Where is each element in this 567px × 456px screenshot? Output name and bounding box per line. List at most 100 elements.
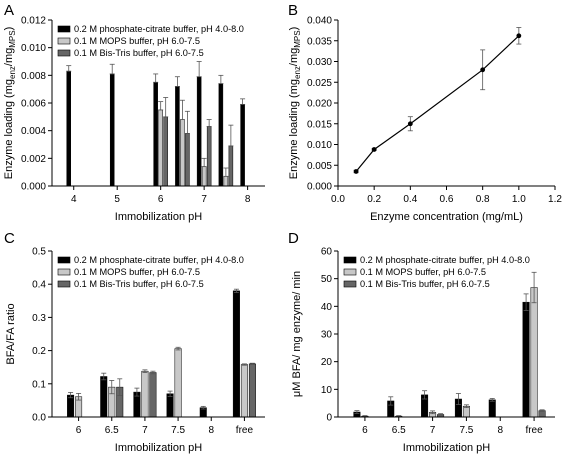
legend-label: 0.1 M Bis-Tris buffer, pH 6.0-7.5	[74, 48, 204, 58]
x-tick-label: 0.8	[476, 194, 490, 205]
legend-swatch	[57, 280, 71, 288]
bar	[166, 393, 174, 418]
x-tick-label: 8	[497, 425, 503, 436]
bar	[488, 399, 496, 418]
y-tick-label: 10	[321, 385, 333, 396]
y-axis-label: μM BFA/ mg enzyme/ min	[291, 271, 303, 397]
bar	[201, 166, 207, 187]
y-axis-label-part: Enzyme loading (mg	[288, 79, 300, 179]
y-tick-label: 0.010	[307, 140, 332, 151]
legend-label: 0.1 M MOPS buffer, pH 6.0-7.5	[74, 36, 200, 46]
x-tick-label: 0.2	[367, 194, 381, 205]
y-tick-label: 0.5	[32, 247, 46, 258]
x-tick-label: 5	[114, 194, 120, 205]
legend-label: 0.2 M phosphate-citrate buffer, pH 4.0-8…	[74, 24, 244, 34]
legend-swatch	[343, 268, 357, 276]
y-axis-label-part: )	[288, 27, 300, 31]
x-tick-label: 8	[208, 425, 214, 436]
legend-label: 0.2 M phosphate-citrate buffer, pH 4.0-8…	[74, 255, 244, 265]
panel-label-a: A	[4, 2, 14, 19]
y-axis-label-part: /mg	[3, 48, 15, 66]
x-axis-label: Immobilization pH	[403, 442, 490, 454]
x-tick-label: 1.2	[548, 194, 562, 205]
y-tick-label: 0.035	[307, 36, 332, 47]
x-tick-label: 7	[201, 194, 207, 205]
y-tick-label: 0.4	[32, 280, 46, 291]
y-tick-label: 0.2	[32, 346, 46, 357]
y-tick-label: 60	[321, 247, 333, 258]
y-axis-label-part: enz	[8, 66, 17, 79]
x-axis-label: Immobilization pH	[115, 442, 202, 454]
bar	[218, 83, 224, 187]
bar	[240, 364, 248, 418]
bar	[163, 116, 168, 187]
y-tick-label: 0	[326, 413, 332, 424]
bar	[232, 290, 240, 418]
y-tick-label: 0.040	[307, 16, 332, 27]
y-tick-label: 0.030	[307, 57, 332, 68]
y-tick-label: 0.025	[307, 78, 332, 89]
bar	[223, 176, 229, 187]
bar	[141, 370, 149, 418]
y-tick-label: 20	[321, 357, 333, 368]
bar	[530, 287, 538, 418]
chart-panel-a: 0.000 0.002 0.004 0.006 0.008 0.010 0.012 4 5 6 7 8…	[3, 16, 265, 223]
legend-swatch	[57, 268, 71, 276]
y-tick-label: 0.012	[21, 16, 46, 27]
legend-label: 0.1 M MOPS buffer, pH 6.0-7.5	[74, 267, 200, 277]
x-tick-label: 1.0	[512, 194, 526, 205]
y-tick-label: 0.0	[32, 413, 46, 424]
x-tick-label: free	[236, 425, 254, 436]
x-axis-label: Immobilization pH	[115, 211, 202, 223]
bar	[196, 76, 202, 187]
chart-panel-d: 0 10 20 30 40 50 60 6 6.5 7 7.5 8 free Immobilization…	[291, 247, 555, 454]
y-axis-label: BFA/FA ratio	[5, 303, 17, 364]
x-tick-label: 6.5	[392, 425, 406, 436]
y-tick-label: 50	[321, 274, 333, 285]
data-point	[516, 33, 522, 39]
bar	[248, 363, 256, 418]
legend-label: 0.1 M MOPS buffer, pH 6.0-7.5	[360, 267, 486, 277]
y-axis-label-part: Enzyme loading (mg	[3, 79, 15, 179]
x-tick-label: 6.5	[105, 425, 119, 436]
y-axis-label-part: MPS	[8, 30, 17, 47]
bar	[158, 109, 163, 187]
y-axis-label: Enzyme loading (mgenz/mgMPS)	[3, 27, 17, 180]
bar	[153, 82, 158, 187]
y-axis-label-part: )	[3, 27, 15, 31]
legend-label: 0.1 M Bis-Tris buffer, pH 6.0-7.5	[74, 279, 204, 289]
y-tick-label: 0.020	[307, 99, 332, 110]
x-tick-label: 4	[71, 194, 77, 205]
y-axis-label: Enzyme loading (mgenz/mgMPS)	[288, 27, 302, 180]
data-point	[371, 147, 377, 152]
x-axis-label: Enzyme concentration (mg/mL)	[370, 211, 523, 223]
bar	[185, 133, 190, 187]
y-axis-label-part: MPS	[293, 30, 302, 47]
chart-panel-b: 0.000 0.005 0.010 0.015 0.020 0.025 0.030 0.035…	[288, 16, 562, 224]
x-tick-label: 7	[142, 425, 148, 436]
y-tick-label: 0.002	[21, 154, 46, 165]
x-tick-label: 0.6	[440, 194, 454, 205]
x-tick-label: 7	[430, 425, 436, 436]
y-axis-label-part: /mg	[288, 48, 300, 66]
y-tick-label: 40	[321, 302, 333, 313]
data-point	[353, 169, 359, 174]
x-tick-label: 0.0	[331, 194, 345, 205]
bar	[174, 348, 182, 418]
y-tick-label: 0.008	[21, 71, 46, 82]
y-tick-label: 0.004	[21, 126, 46, 137]
x-tick-label: 6	[362, 425, 368, 436]
y-axis-label-part: enz	[293, 66, 302, 79]
x-tick-label: free	[525, 425, 543, 436]
bar	[228, 145, 234, 187]
x-tick-label: 7.5	[171, 425, 185, 436]
bar	[66, 70, 71, 187]
y-tick-label: 0.1	[32, 379, 46, 390]
y-tick-label: 0.3	[32, 313, 46, 324]
legend-label: 0.1 M Bis-Tris buffer, pH 6.0-7.5	[360, 279, 490, 289]
x-tick-label: 7.5	[459, 425, 473, 436]
y-tick-label: 0.000	[21, 182, 46, 193]
panel-label-c: C	[4, 230, 15, 247]
x-tick-label: 0.4	[403, 194, 417, 205]
